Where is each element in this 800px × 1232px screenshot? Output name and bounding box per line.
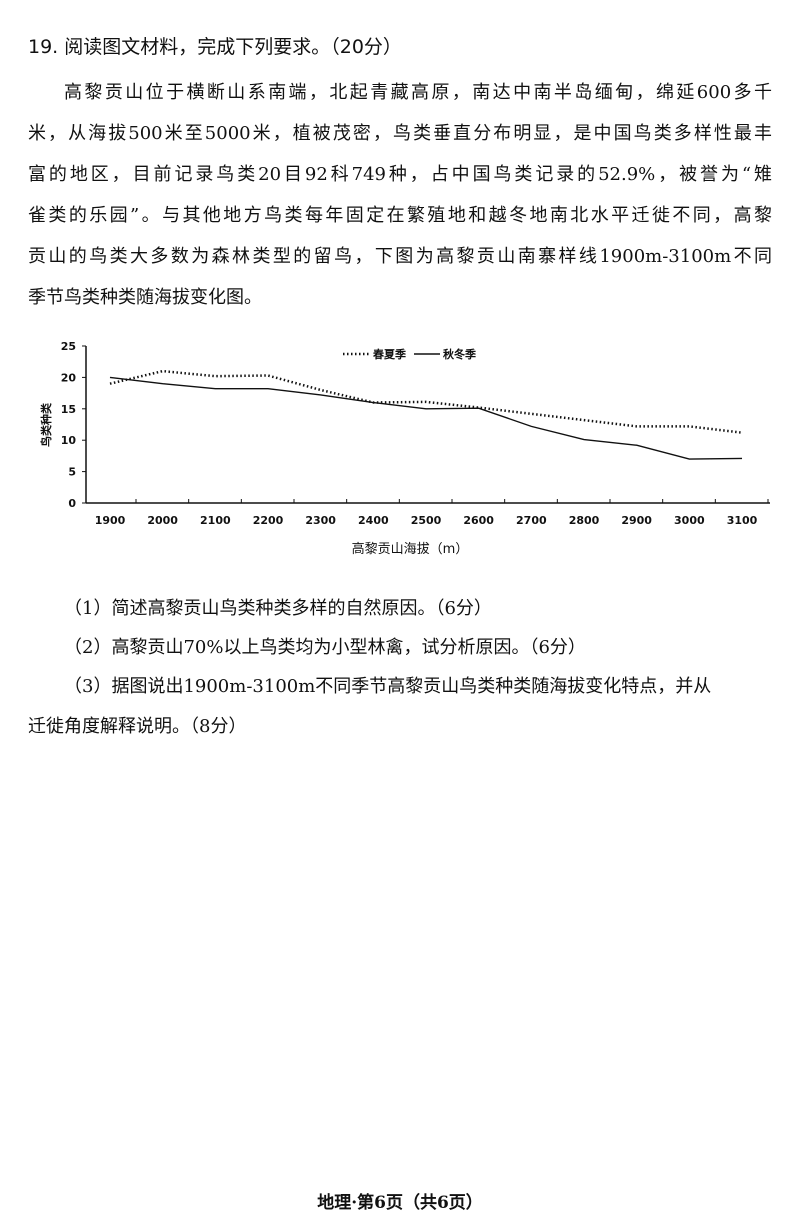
x-tick-label: 2500 xyxy=(411,514,442,527)
x-tick-label: 2800 xyxy=(569,514,600,527)
elevation-bird-species-chart: 0 5 10 15 20 25 1900 2000 2100 2200 2300 2400 2500 26… xyxy=(39,340,770,557)
x-tick-label: 3100 xyxy=(727,514,758,527)
x-tick-label: 2200 xyxy=(253,514,284,527)
sub-question-3-continued: 迁徙角度解释说明。（8分） xyxy=(28,716,247,737)
y-axis-label: 鸟类种类 xyxy=(39,402,53,447)
paragraph-line: 季节鸟类种类随海拔变化图。 xyxy=(28,287,262,308)
y-tick-label: 25 xyxy=(61,340,76,353)
legend-label-2: 秋冬季 xyxy=(443,347,477,361)
x-tick-label: 2000 xyxy=(147,514,178,527)
paragraph-line: 贡山的鸟类大多数为森林类型的留鸟，下图为高黎贡山南寨样线1900m-3100m不… xyxy=(28,246,772,267)
x-tick-label: 2600 xyxy=(463,514,494,527)
y-tick-label: 15 xyxy=(61,403,76,416)
x-tick-label: 3000 xyxy=(674,514,705,527)
page-footer: 地理·第6页（共6页） xyxy=(317,1193,483,1213)
x-tick-label: 1900 xyxy=(95,514,126,527)
x-tick-label: 2700 xyxy=(516,514,547,527)
sub-question-2: （2）高黎贡山70%以上鸟类均为小型林禽，试分析原因。（6分） xyxy=(64,637,586,658)
sub-question-1: （1）简述高黎贡山鸟类种类多样的自然原因。（6分） xyxy=(64,598,492,619)
x-tick-label: 2300 xyxy=(305,514,336,527)
x-tick-label: 2100 xyxy=(200,514,231,527)
y-tick-label: 0 xyxy=(68,497,76,510)
legend-label-1: 春夏季 xyxy=(373,347,407,361)
paragraph-line: 雀类的乐园”。与其他地方鸟类每年固定在繁殖地和越冬地南北水平迁徙不同，高黎 xyxy=(28,205,772,226)
x-tick-label: 2900 xyxy=(621,514,652,527)
series-line-2 xyxy=(109,376,743,460)
paragraph-line: 米，从海拔500米至5000米，植被茂密，鸟类垂直分布明显，是中国鸟类多样性最丰 xyxy=(28,123,772,144)
y-tick-label: 10 xyxy=(61,434,77,447)
x-tick-label: 2400 xyxy=(358,514,389,527)
x-axis-label: 高黎贡山海拔（m） xyxy=(352,541,469,557)
question-title: 19. 阅读图文材料，完成下列要求。（20分） xyxy=(28,36,402,58)
sub-question-3: （3）据图说出1900m-3100m不同季节高黎贡山鸟类种类随海拔变化特点，并从 xyxy=(64,676,712,697)
paragraph-line: 高黎贡山位于横断山系南端，北起青藏高原，南达中南半岛缅甸，绵延600多千 xyxy=(64,82,772,103)
y-tick-label: 5 xyxy=(68,466,76,479)
y-tick-label: 20 xyxy=(61,371,77,384)
paragraph-line: 富的地区，目前记录鸟类20目92科749种，占中国鸟类记录的52.9%，被誉为“… xyxy=(28,164,772,185)
